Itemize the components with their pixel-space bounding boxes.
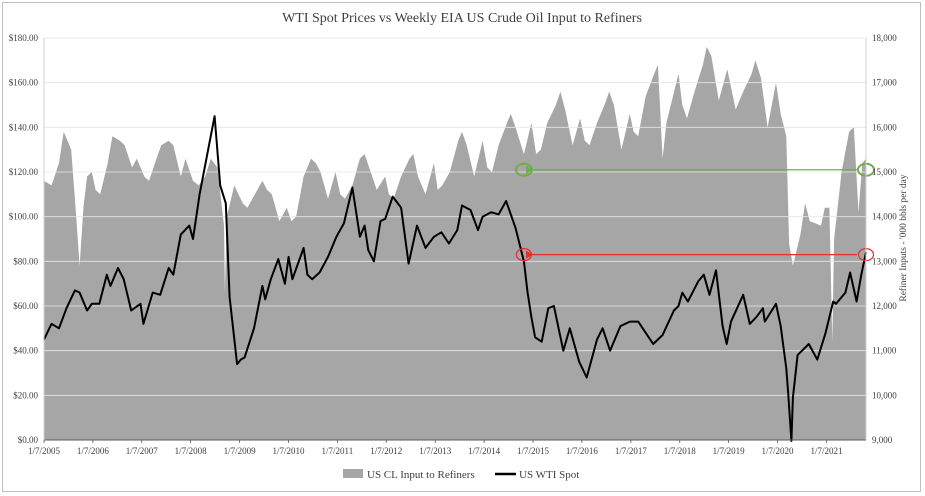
annotations [514,162,875,262]
area-layer [44,46,866,441]
x-tick-label: 1/7/2008 [175,446,208,456]
legend-label-area: US CL Input to Refiners [367,469,475,481]
x-tick-label: 1/7/2017 [615,446,648,456]
x-tick-label: 1/7/2009 [224,446,257,456]
y2-tick-label: 18,000 [872,33,897,43]
x-tick-label: 1/7/2006 [77,446,110,456]
x-tick-label: 1/7/2013 [419,446,452,456]
y2-tick-label: 10,000 [872,390,897,400]
x-tick-label: 1/7/2014 [468,446,501,456]
y-tick-label: $80.00 [13,256,38,266]
y2-tick-label: 14,000 [872,212,897,222]
x-tick-label: 1/7/2018 [664,446,697,456]
x-tick-label: 1/7/2010 [272,446,305,456]
x-tick-label: 1/7/2020 [761,446,794,456]
y-tick-label: $120.00 [9,167,39,177]
chart-title: WTI Spot Prices vs Weekly EIA US Crude O… [282,11,642,26]
y2-tick-label: 16,000 [872,122,897,132]
y-tick-label: $100.00 [9,212,39,222]
y2-tick-label: 13,000 [872,256,897,266]
series-area-refiner-inputs [44,46,866,441]
x-tick-label: 1/7/2011 [322,446,354,456]
y2-tick-label: 11,000 [872,346,897,356]
y-tick-label: $0.00 [18,435,39,445]
x-tick-label: 1/7/2021 [810,446,842,456]
x-tick-label: 1/7/2012 [370,446,402,456]
y2-tick-label: 15,000 [872,167,897,177]
series-line-wti [43,115,867,442]
axes: $0.00 $20.00 $40.00 $60.00 $80.00 $100.00 $120… [9,33,898,456]
y-tick-label: $140.00 [9,122,39,132]
line-layer [43,115,867,442]
y2-tick-label: 12,000 [872,301,897,311]
y2-tick-label: 17,000 [872,78,897,88]
y2-axis-label: Refiner Inputs - '000 bbls per day [898,174,909,302]
x-tick-label: 1/7/2019 [713,446,746,456]
y-tick-label: $40.00 [13,346,38,356]
legend-swatch-area [343,469,363,478]
y-tick-label: $160.00 [9,78,39,88]
x-tick-label: 1/7/2007 [126,446,159,456]
x-tick-label: 1/7/2015 [517,446,550,456]
y-tick-label: $60.00 [13,301,38,311]
legend-label-line: US WTI Spot [519,469,579,481]
x-tick-label: 1/7/2005 [28,446,61,456]
y-tick-label: $20.00 [13,390,38,400]
legend: US CL Input to Refiners US WTI Spot [343,469,579,481]
y2-tick-label: 9,000 [872,435,893,445]
x-tick-label: 1/7/2016 [566,446,599,456]
y-tick-label: $180.00 [9,33,39,43]
